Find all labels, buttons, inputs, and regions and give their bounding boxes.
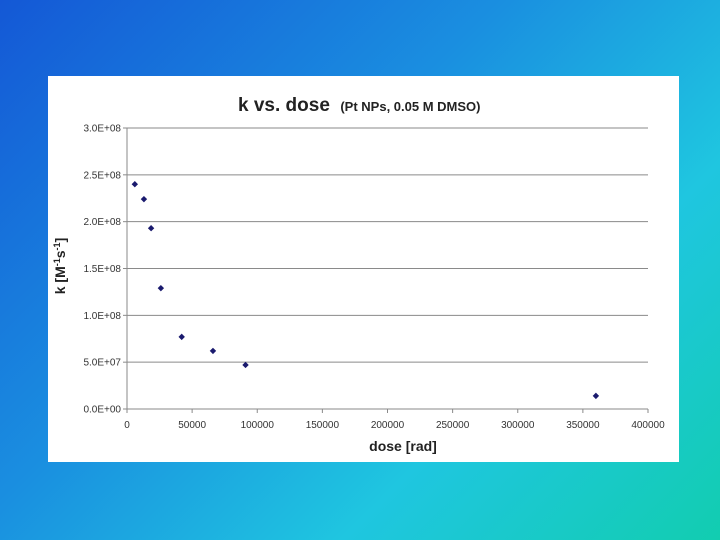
gridlines [127,127,648,363]
y-tick-label: 1.5E+08 [83,264,121,275]
data-point [209,347,217,355]
chart-panel: k vs. dose (Pt NPs, 0.05 M DMSO) 0.0E+00… [48,76,679,462]
data-point [157,284,165,292]
x-tick-label: 400000 [631,420,665,431]
data-point [147,225,155,232]
y-axis-label: k [M-1s-1] [52,238,68,295]
x-tick-label: 250000 [436,420,470,431]
y-tick-labels: 0.0E+00 5.0E+07 1.0E+08 1.5E+08 2.0E+08 2.5E+… [83,124,121,416]
x-tick-labels: 0 50000 100000 150000 200000 250000 300000 3500… [124,420,665,431]
data-point [242,361,249,369]
data-points [131,181,600,400]
chart-subtitle: (Pt NPs, 0.05 M DMSO) [340,99,480,114]
data-point [131,181,139,188]
scatter-chart: k vs. dose (Pt NPs, 0.05 M DMSO) 0.0E+00… [52,95,665,454]
x-tick-label: 300000 [501,420,535,431]
data-point [140,195,148,203]
y-axis-label-part: ] [52,238,68,243]
x-axis-label: dose [rad] [369,438,437,454]
x-tick-label: 50000 [178,420,206,431]
y-axis-label-part: k [M [52,266,68,294]
y-tick-label: 2.5E+08 [83,170,121,181]
y-tick-label: 5.0E+07 [83,358,121,369]
chart-title-main: k vs. dose [238,95,330,116]
data-point [592,392,600,400]
y-tick-label: 1.0E+08 [83,311,121,322]
x-tick-label: 0 [124,420,130,431]
x-tick-label: 100000 [241,420,275,431]
axes [123,127,649,413]
x-tick-label: 350000 [566,420,600,431]
y-tick-label: 3.0E+08 [83,124,121,135]
y-tick-label: 2.0E+08 [83,217,121,228]
x-tick-label: 200000 [371,420,405,431]
y-axis-label-part: s [52,250,68,258]
x-tick-label: 150000 [306,420,340,431]
chart-title: k vs. dose (Pt NPs, 0.05 M DMSO) [238,95,480,116]
y-tick-label: 0.0E+00 [83,405,121,416]
y-axis-label-sup: -1 [52,258,62,266]
y-axis-label-sup: -1 [52,242,62,250]
data-point [178,333,185,341]
